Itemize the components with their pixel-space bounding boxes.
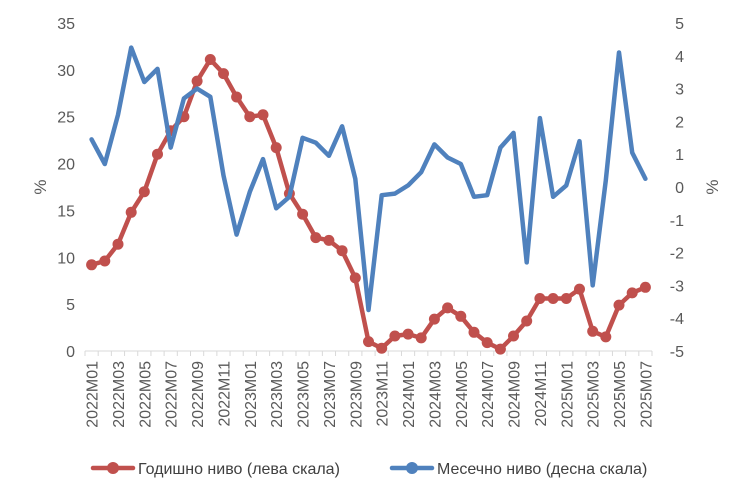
x-tick-label: 2023M09 — [348, 361, 365, 428]
y-right-tick-label: -5 — [670, 344, 684, 361]
data-point — [521, 315, 533, 327]
legend-item-2: Месечно ниво (десна скала) — [389, 461, 647, 478]
data-point — [415, 332, 427, 344]
x-tick-label: 2022M09 — [190, 361, 207, 428]
x-tick-label: 2022M03 — [111, 361, 128, 428]
x-tick-label: 2024M11 — [533, 361, 550, 427]
y-right-tick-label: -2 — [670, 246, 684, 263]
y-right-tick-label: 5 — [675, 16, 684, 33]
data-point — [428, 313, 440, 325]
data-point — [218, 68, 229, 80]
data-point — [231, 91, 243, 103]
data-point — [494, 343, 506, 355]
data-point — [508, 330, 519, 342]
data-point — [99, 255, 111, 267]
data-point — [442, 302, 454, 314]
y-tick-label: 0 — [66, 344, 75, 361]
y-right-tick-label: 1 — [675, 147, 684, 164]
data-point — [468, 326, 480, 338]
x-tick-label: 2023M07 — [322, 361, 339, 428]
data-point — [560, 293, 572, 304]
data-point — [191, 75, 203, 87]
data-point — [455, 310, 467, 322]
data-point — [138, 186, 150, 198]
data-point — [402, 328, 414, 340]
series-2 — [89, 45, 648, 313]
data-point — [336, 245, 348, 257]
x-tick-label: 2022M07 — [164, 361, 181, 428]
x-tick-label: 2024M05 — [454, 361, 471, 428]
x-tick-label: 2022M11 — [216, 361, 233, 427]
y-right-tick-label: 2 — [675, 114, 684, 131]
data-point — [349, 272, 361, 284]
data-point — [547, 293, 559, 304]
data-point — [86, 259, 98, 271]
x-tick-label: 2025M03 — [586, 361, 603, 428]
x-tick-label: 2025M05 — [612, 361, 629, 428]
x-tick-label: 2025M01 — [559, 361, 576, 428]
data-point — [534, 293, 546, 304]
y-tick-label: 35 — [57, 16, 75, 33]
y-right-tick-label: -1 — [670, 213, 684, 230]
y-tick-label: 15 — [57, 203, 75, 220]
y-right-tick-label: 3 — [675, 82, 684, 99]
legend-marker — [107, 462, 119, 474]
y-tick-label: 20 — [57, 157, 75, 174]
data-point — [639, 281, 651, 293]
x-tick-label: 2024M03 — [427, 361, 444, 428]
y-tick-label: 10 — [57, 250, 75, 267]
y-right-tick-label: -4 — [670, 311, 684, 328]
y-right-tick-label: 0 — [675, 180, 684, 197]
data-point — [323, 234, 335, 246]
legend-label: Месечно ниво (десна скала) — [437, 461, 647, 478]
data-point — [389, 330, 401, 342]
data-point — [600, 331, 612, 343]
data-point — [257, 109, 269, 121]
series-layer — [86, 45, 651, 355]
x-tick-label: 2022M05 — [137, 361, 154, 428]
legend: Годишно ниво (лева скала) Месечно ниво (д… — [90, 461, 647, 478]
axes: 0 5 10 15 20 25 30 35 -5 -4 -3 -2 -1 0 1 2 3 4 5% % 2022M01 2… — [31, 16, 722, 428]
x-tick-label: 2023M05 — [296, 361, 313, 428]
legend-marker — [406, 462, 418, 474]
data-point — [297, 208, 309, 220]
data-point — [376, 342, 388, 354]
y-tick-label: 25 — [57, 110, 75, 127]
data-point — [152, 148, 163, 160]
x-tick-label: 2024M01 — [401, 361, 418, 428]
y-right-tick-label: 4 — [675, 49, 684, 66]
y-tick-label: 5 — [66, 297, 75, 314]
x-tick-label: 2024M07 — [480, 361, 497, 428]
data-point — [363, 336, 374, 348]
data-point — [244, 111, 256, 123]
x-tick-label: 2023M11 — [375, 361, 392, 427]
data-point — [310, 232, 322, 244]
data-point — [613, 299, 625, 311]
data-point — [112, 238, 124, 250]
x-tick-label: 2023M03 — [269, 361, 286, 428]
legend-label: Годишно ниво (лева скала) — [138, 461, 340, 478]
x-tick-label: 2024M09 — [507, 361, 524, 428]
y-axis-title: % — [31, 179, 50, 194]
data-point — [587, 325, 599, 337]
data-point — [626, 287, 638, 299]
y-right-tick-label: -3 — [670, 278, 684, 295]
legend-item-1: Годишно ниво (лева скала) — [90, 461, 340, 478]
series-line — [89, 45, 648, 313]
x-tick-label: 2022M01 — [85, 361, 102, 428]
data-point — [481, 337, 493, 349]
data-point — [574, 283, 585, 295]
data-point — [204, 54, 216, 65]
y-right-axis-title: % — [703, 179, 722, 194]
x-tick-label: 2025M07 — [638, 361, 655, 428]
data-point — [125, 206, 137, 218]
x-tick-label: 2023M01 — [243, 361, 260, 428]
data-point — [270, 142, 282, 154]
y-tick-label: 30 — [57, 63, 75, 80]
